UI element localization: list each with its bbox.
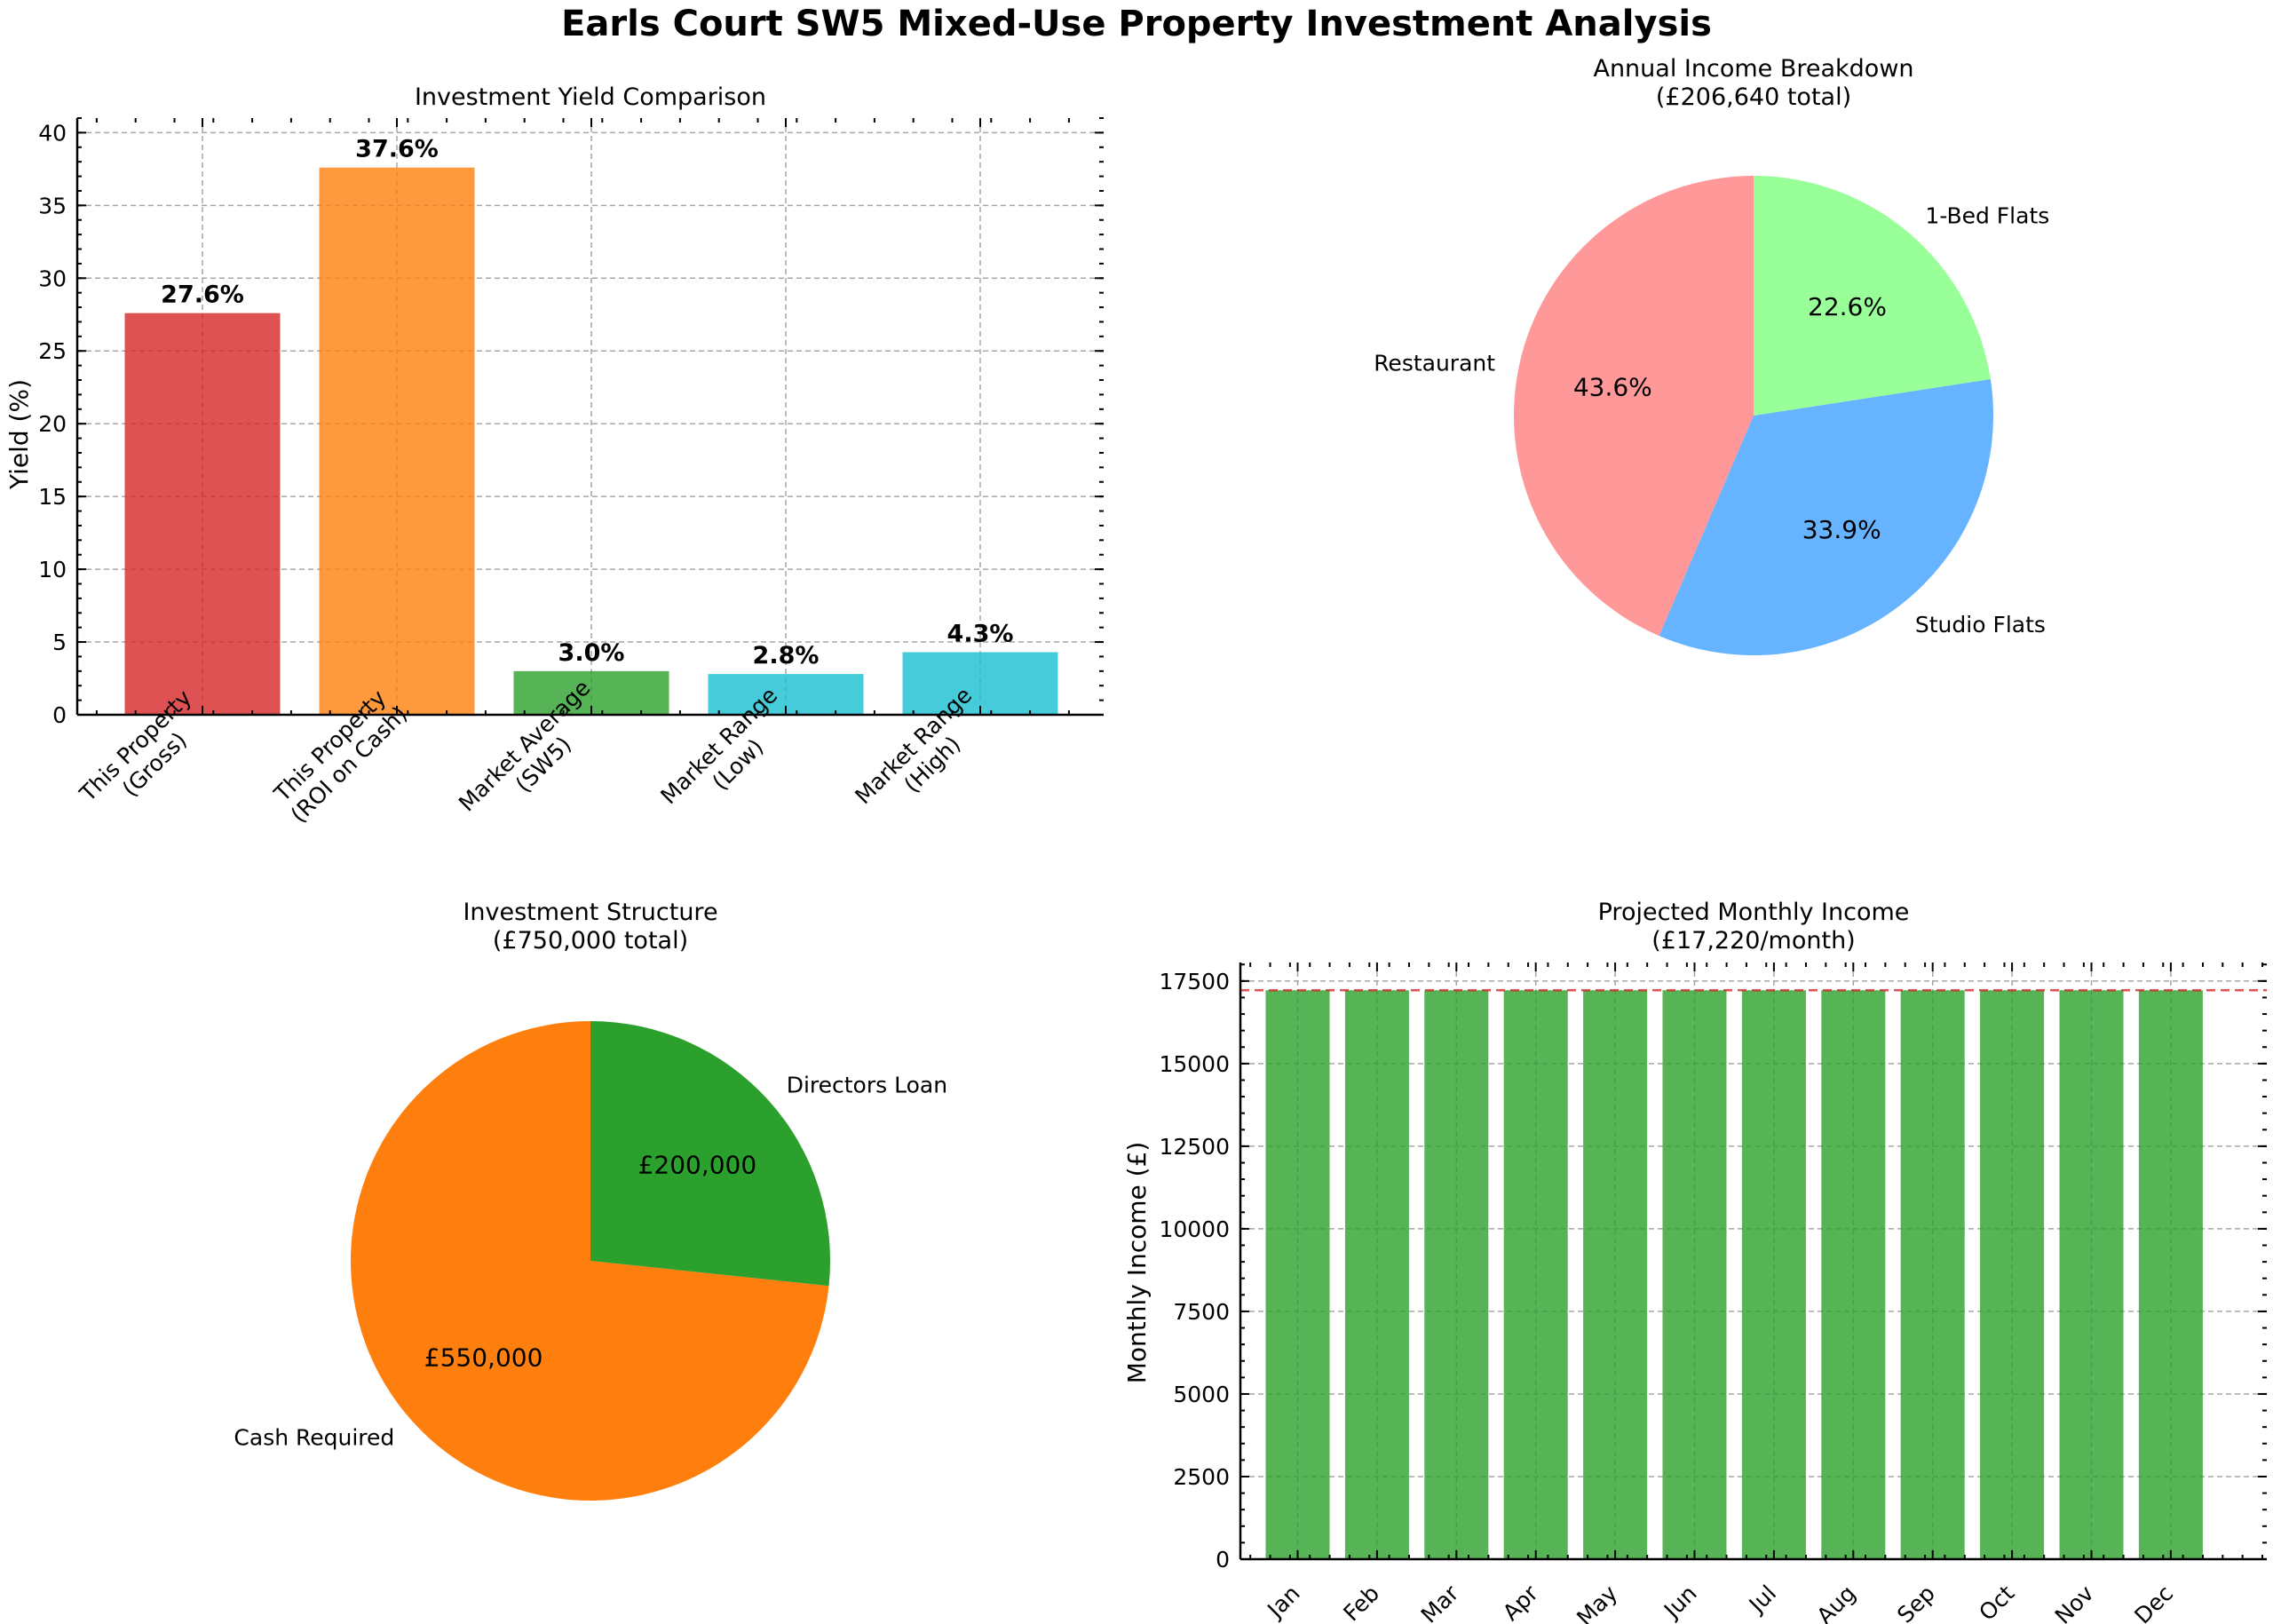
yield-bar-value-label: 3.0% xyxy=(558,639,625,667)
monthly-bar xyxy=(1424,990,1489,1559)
structure-chart-subtitle: (£750,000 total) xyxy=(493,927,688,955)
monthly-y-axis-label: Monthly Income (£) xyxy=(1122,1142,1152,1384)
monthly-bar xyxy=(1662,990,1727,1559)
monthly-bar xyxy=(1900,990,1965,1559)
monthly-xtick-label-line: Dec xyxy=(2129,1580,2178,1624)
monthly-chart-subtitle: (£17,220/month) xyxy=(1651,927,1855,955)
yield-ytick-label: 5 xyxy=(52,630,67,655)
yield-bar-value-label: 4.3% xyxy=(947,621,1014,648)
monthly-xtick-label: Dec xyxy=(2129,1580,2178,1624)
monthly-bar xyxy=(1980,990,2045,1559)
monthly-bar xyxy=(1741,990,1806,1559)
monthly-xtick-label-line: Mar xyxy=(1416,1580,1464,1624)
monthly-xtick-label-line: Apr xyxy=(1498,1580,1544,1624)
monthly-xtick-label: Jun xyxy=(1658,1580,1702,1624)
yield-bar-value-label: 37.6% xyxy=(355,136,439,163)
monthly-xtick-label: Apr xyxy=(1498,1580,1544,1624)
yield-ytick-label: 30 xyxy=(38,265,67,291)
monthly-bar xyxy=(1583,990,1648,1559)
monthly-xtick-label: Mar xyxy=(1416,1580,1464,1624)
monthly-ytick-label: 5000 xyxy=(1173,1382,1230,1407)
monthly-xtick-label: Oct xyxy=(1974,1580,2019,1624)
monthly-ytick-label: 12500 xyxy=(1159,1134,1230,1160)
structure-pie-slice-value: £550,000 xyxy=(424,1343,543,1372)
monthly-xtick-label: May xyxy=(1572,1580,1622,1624)
monthly-ytick-label: 2500 xyxy=(1173,1464,1230,1490)
monthly-xtick-label-line: Jan xyxy=(1262,1580,1305,1624)
structure-chart-title: Investment Structure xyxy=(463,899,717,926)
monthly-ytick-label: 0 xyxy=(1216,1547,1230,1573)
yield-bar-value-label: 2.8% xyxy=(753,642,820,669)
income-pie-slice-value: 22.6% xyxy=(1808,292,1887,321)
monthly-chart-title: Projected Monthly Income xyxy=(1598,899,1910,926)
income-chart-subtitle: (£206,640 total) xyxy=(1656,83,1851,111)
yield-chart-title: Investment Yield Comparison xyxy=(415,83,766,111)
income-pie-slice-value: 43.6% xyxy=(1573,372,1652,401)
yield-ytick-label: 25 xyxy=(38,338,67,364)
monthly-xtick-label: Jul xyxy=(1743,1580,1781,1619)
structure-pie-slice xyxy=(351,1021,829,1501)
income-chart-title: Annual Income Breakdown xyxy=(1593,55,1913,83)
monthly-ytick-label: 10000 xyxy=(1159,1216,1230,1242)
monthly-xtick-label: Nov xyxy=(2050,1580,2099,1624)
structure-pie-slice-label: Directors Loan xyxy=(787,1072,947,1097)
structure-pie-slice-label: Cash Required xyxy=(234,1425,394,1451)
structure-pie-slice-value: £200,000 xyxy=(638,1151,757,1180)
structure-chart: Investment Structure (£750,000 total) Ca… xyxy=(234,899,947,1501)
monthly-ytick-label: 7500 xyxy=(1173,1299,1230,1325)
yield-bar xyxy=(124,313,281,715)
monthly-xtick-label-line: Feb xyxy=(1338,1580,1384,1624)
income-pie-slice xyxy=(1514,176,1754,637)
monthly-xtick-label: Aug xyxy=(1812,1580,1861,1624)
yield-ytick-label: 40 xyxy=(38,120,67,146)
income-pie-slice xyxy=(1659,379,1993,655)
monthly-ytick-label: 15000 xyxy=(1159,1051,1230,1077)
monthly-bar xyxy=(2059,990,2124,1559)
yield-y-axis-label: Yield (%) xyxy=(4,379,34,490)
monthly-bar xyxy=(1821,990,1886,1559)
yield-ytick-label: 20 xyxy=(38,411,67,437)
income-pie-slice-label: 1-Bed Flats xyxy=(1925,203,2049,229)
monthly-xtick-label-line: Aug xyxy=(1812,1580,1861,1624)
figure-title: Earls Court SW5 Mixed-Use Property Inves… xyxy=(561,4,1712,44)
income-pie-slice-value: 33.9% xyxy=(1802,515,1881,544)
monthly-bar xyxy=(1265,990,1330,1559)
monthly-xtick-label: Jan xyxy=(1262,1580,1305,1624)
monthly-xtick-label-line: Sep xyxy=(1892,1580,1940,1624)
yield-bar xyxy=(319,167,475,716)
yield-ytick-label: 10 xyxy=(38,557,67,582)
monthly-chart: Projected Monthly Income (£17,220/month)… xyxy=(1122,899,2267,1624)
yield-chart: Investment Yield Comparison Yield (%) 27… xyxy=(4,83,1104,828)
monthly-bar xyxy=(1344,990,1409,1559)
yield-ytick-label: 0 xyxy=(52,702,67,728)
monthly-bar xyxy=(1503,990,1568,1559)
monthly-xtick-label-line: Oct xyxy=(1974,1580,2019,1624)
structure-pie-slice xyxy=(590,1021,830,1287)
monthly-ytick-label: 17500 xyxy=(1159,969,1230,994)
income-pie-slice-label: Restaurant xyxy=(1374,350,1495,376)
monthly-xtick-label-line: Nov xyxy=(2050,1580,2099,1624)
monthly-xtick-label-line: Jul xyxy=(1743,1580,1781,1619)
yield-ytick-label: 15 xyxy=(38,484,67,510)
monthly-xtick-label-line: Jun xyxy=(1658,1580,1702,1624)
yield-ytick-label: 35 xyxy=(38,193,67,218)
monthly-xtick-label-line: May xyxy=(1572,1580,1622,1624)
income-chart: Annual Income Breakdown (£206,640 total)… xyxy=(1374,55,2049,655)
monthly-xtick-label: Feb xyxy=(1338,1580,1384,1624)
monthly-bar xyxy=(2138,990,2203,1559)
income-pie-slice xyxy=(1754,176,1991,416)
yield-bar xyxy=(902,652,1058,715)
income-pie-slice-label: Studio Flats xyxy=(1915,612,2046,638)
yield-bar-value-label: 27.6% xyxy=(161,281,244,309)
monthly-xtick-label: Sep xyxy=(1892,1580,1940,1624)
